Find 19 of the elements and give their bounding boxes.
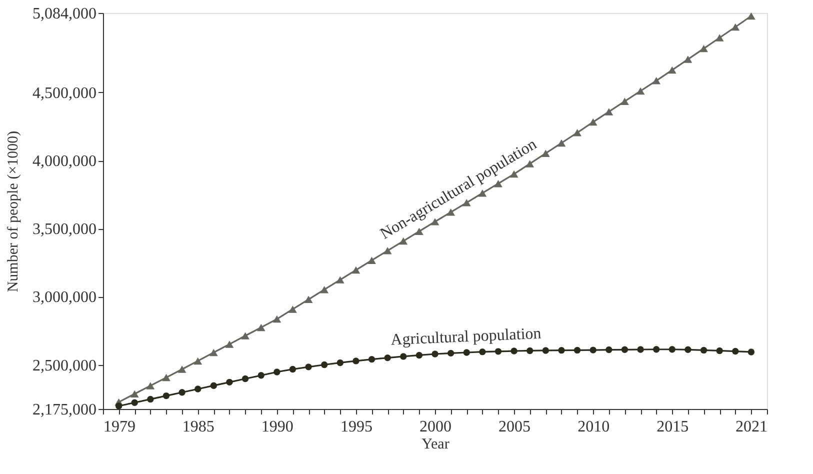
- x-tick-label: 1979: [104, 418, 136, 436]
- x-tick-label: 2005: [498, 418, 531, 436]
- y-tick-label: 2,500,000: [32, 357, 96, 374]
- y-tick-label: 3,000,000: [32, 289, 96, 306]
- x-tick-label: 1995: [340, 418, 372, 436]
- y-tick-label: 2,175,000: [32, 402, 96, 418]
- x-tick-label: 2021: [736, 418, 768, 436]
- series-label: Agricultural population: [390, 325, 542, 349]
- y-tick-label: 4,500,000: [32, 85, 96, 102]
- x-tick-label: 2015: [656, 418, 689, 436]
- x-tick-label: 2000: [420, 418, 452, 436]
- y-tick-label: 3,500,000: [32, 221, 96, 238]
- x-tick-label: 1985: [182, 418, 214, 436]
- x-axis-title: Year: [422, 436, 450, 452]
- x-tick-label: 1990: [261, 418, 294, 436]
- y-axis-title: Number of people (×1000): [6, 130, 22, 292]
- y-tick-label: 5,084,000: [32, 6, 96, 22]
- x-tick-label: 2010: [578, 418, 610, 436]
- y-tick-label: 4,000,000: [32, 153, 96, 170]
